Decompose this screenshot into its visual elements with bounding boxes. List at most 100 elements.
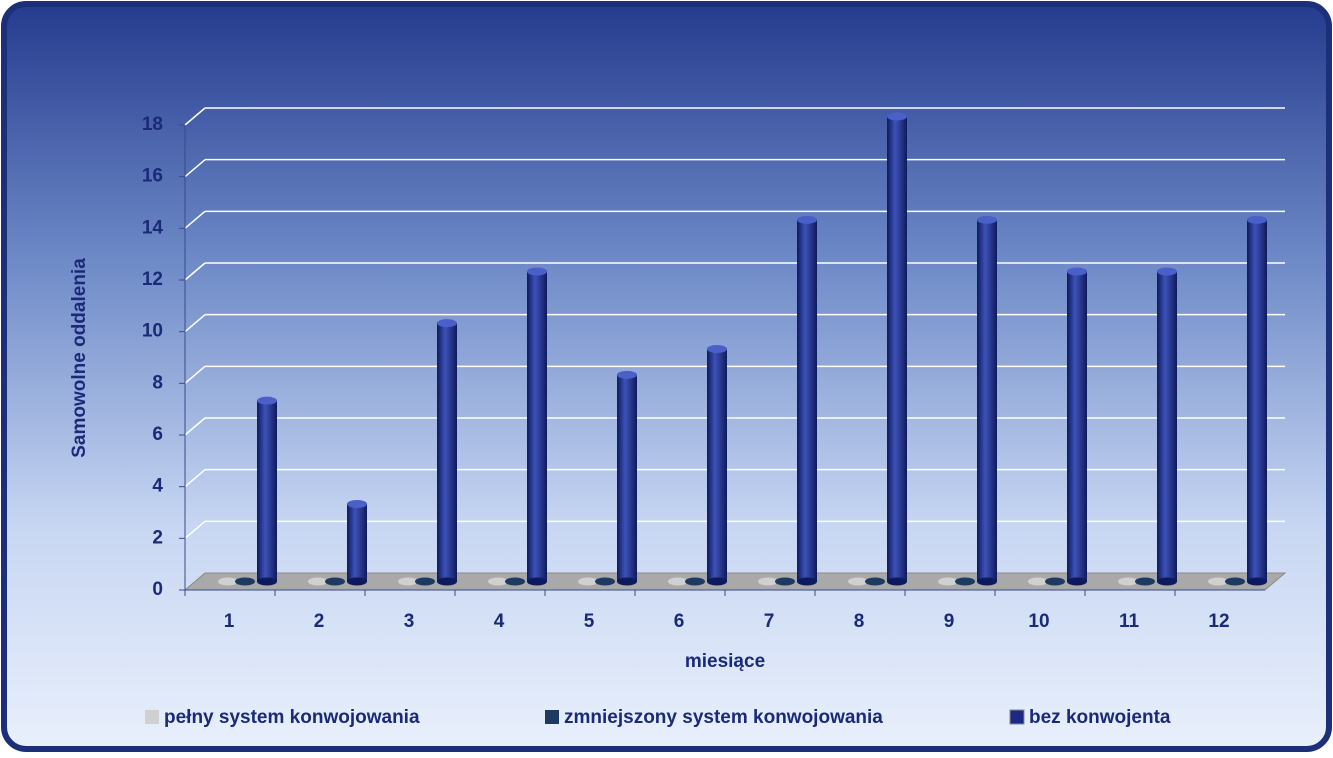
- bar-flat: [578, 577, 598, 586]
- bar-cap: [887, 112, 907, 121]
- y-tick-label: 16: [142, 166, 163, 187]
- bar-flat: [1028, 577, 1048, 586]
- y-tick-label: 12: [142, 269, 163, 290]
- bar: [1067, 271, 1087, 582]
- bar-flat: [488, 577, 508, 586]
- x-tick-label: 2: [314, 611, 325, 632]
- y-tick-label: 0: [152, 579, 163, 600]
- bar-flat: [325, 577, 345, 586]
- y-tick-label: 8: [152, 372, 163, 393]
- bar-base: [257, 577, 277, 586]
- bar-base: [1247, 577, 1267, 586]
- bar-base: [977, 577, 997, 586]
- bar-flat: [1118, 577, 1138, 586]
- x-tick-label: 4: [494, 611, 505, 632]
- bar-flat: [1045, 577, 1065, 586]
- x-tick-label: 1: [224, 611, 235, 632]
- x-tick-label: 8: [854, 611, 865, 632]
- y-tick-label: 14: [142, 217, 164, 238]
- x-tick-label: 11: [1119, 611, 1140, 632]
- grid-line-side: [184, 159, 206, 178]
- bar: [527, 271, 547, 582]
- bar-flat: [685, 577, 705, 586]
- bar-flat: [1208, 577, 1228, 586]
- y-tick-label: 6: [152, 424, 163, 445]
- bar-flat: [1225, 577, 1245, 586]
- bar-cap: [977, 215, 997, 224]
- grid-line-side: [184, 365, 206, 384]
- y-tick-label: 2: [152, 527, 163, 548]
- bar-flat: [398, 577, 418, 586]
- x-tick-label: 7: [764, 611, 775, 632]
- bar-flat: [505, 577, 525, 586]
- bar-base: [1067, 577, 1087, 586]
- bar-flat: [938, 577, 958, 586]
- bar-base: [1157, 577, 1177, 586]
- bar-base: [527, 577, 547, 586]
- x-tick-label: 10: [1028, 611, 1049, 632]
- x-axis-label: miesiące: [685, 651, 765, 672]
- grid-line-side: [184, 210, 206, 229]
- bar: [887, 116, 907, 582]
- bar-base: [887, 577, 907, 586]
- y-axis-label: Samowolne oddalenia: [69, 258, 90, 458]
- bar-flat: [865, 577, 885, 586]
- bar-flat: [235, 577, 255, 586]
- bar-base: [347, 577, 367, 586]
- legend-label: zmniejszony system konwojowania: [564, 707, 883, 728]
- bar-flat: [955, 577, 975, 586]
- bar: [797, 219, 817, 582]
- bar-base: [437, 577, 457, 586]
- grid-line-side: [184, 469, 206, 488]
- bar-flat: [595, 577, 615, 586]
- bar: [977, 219, 997, 582]
- x-tick-label: 6: [674, 611, 685, 632]
- bar-cap: [617, 370, 637, 379]
- bar-cap: [1067, 267, 1087, 276]
- bar: [437, 323, 457, 582]
- bar: [257, 400, 277, 582]
- bar: [707, 349, 727, 582]
- bar-flat: [775, 577, 795, 586]
- bar-flat: [758, 577, 778, 586]
- bar-flat: [1135, 577, 1155, 586]
- legend-label: bez konwojenta: [1029, 707, 1171, 728]
- bar-base: [707, 577, 727, 586]
- bar-flat: [218, 577, 238, 586]
- x-tick-label: 5: [584, 611, 595, 632]
- legend-marker: [1009, 709, 1025, 725]
- y-tick-label: 10: [142, 321, 163, 342]
- bar-cap: [797, 215, 817, 224]
- bar: [617, 374, 637, 582]
- grid-line-side: [184, 107, 206, 126]
- bar-flat: [308, 577, 328, 586]
- legend-marker: [545, 710, 559, 724]
- legend-label: pełny system konwojowania: [164, 707, 420, 728]
- y-tick-label: 4: [152, 476, 163, 497]
- bar: [1247, 219, 1267, 582]
- bar-base: [617, 577, 637, 586]
- bar-cap: [527, 267, 547, 276]
- bar: [347, 504, 367, 582]
- bar-cap: [347, 500, 367, 508]
- grid-line-side: [184, 262, 206, 281]
- x-tick-label: 12: [1208, 611, 1229, 632]
- grid-line-side: [184, 314, 206, 333]
- bar-cap: [257, 396, 277, 405]
- bar-base: [797, 577, 817, 586]
- x-tick-label: 9: [944, 611, 955, 632]
- grid-line-side: [184, 520, 206, 539]
- bar-cap: [437, 319, 457, 328]
- y-tick-label: 18: [142, 114, 163, 135]
- bar-cap: [1157, 267, 1177, 276]
- bar-flat: [415, 577, 435, 586]
- x-tick-label: 3: [404, 611, 415, 632]
- bar-cap: [707, 345, 727, 353]
- bar-flat: [848, 577, 868, 586]
- bar-flat: [668, 577, 688, 586]
- bar: [1157, 271, 1177, 582]
- legend-marker: [145, 710, 159, 724]
- grid-line-side: [184, 417, 206, 436]
